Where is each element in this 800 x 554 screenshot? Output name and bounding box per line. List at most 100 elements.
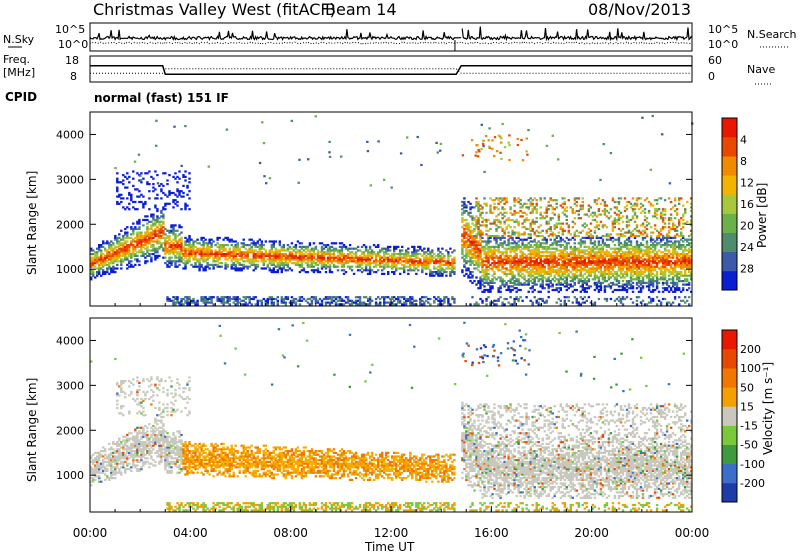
power-cell (272, 258, 276, 261)
power-cell (463, 227, 466, 231)
power-cell (519, 249, 522, 252)
power-cell (487, 253, 490, 256)
power-cell (138, 260, 141, 263)
power-cell (242, 296, 245, 299)
power-cell (527, 253, 530, 256)
power-cell (443, 254, 446, 257)
power-cell (266, 263, 270, 266)
power-cell (445, 260, 448, 263)
power-cell (583, 296, 587, 299)
power-cell (421, 263, 424, 266)
power-cell (308, 263, 312, 266)
power-cell (607, 274, 611, 277)
power-cell (300, 256, 304, 259)
power-cell (393, 303, 396, 306)
power-cell (146, 233, 149, 236)
power-cell (246, 256, 249, 259)
power-cell (533, 272, 536, 275)
power-cell (573, 296, 577, 299)
power-cell (619, 267, 623, 270)
power-cell (338, 299, 342, 302)
power-cell (252, 262, 255, 265)
power-cell (379, 258, 382, 261)
power-cell (395, 267, 398, 270)
power-cell (106, 271, 109, 274)
power-cell (280, 256, 284, 259)
power-cell (549, 226, 552, 229)
power-cell (605, 263, 609, 266)
power-cell (296, 260, 300, 263)
power-cell (120, 267, 123, 270)
power-cell (481, 240, 484, 243)
power-cell (124, 233, 127, 236)
power-cell (421, 254, 424, 257)
power-cell (481, 236, 484, 239)
power-cell (302, 253, 306, 256)
power-cell (431, 272, 434, 275)
power-cell (258, 244, 262, 247)
power-cell (509, 258, 512, 261)
power-cell (409, 267, 412, 270)
power-cell (621, 297, 625, 301)
power-cell (507, 240, 510, 243)
power-cell (611, 258, 615, 261)
power-cell (511, 249, 514, 252)
power-cell (475, 256, 478, 259)
power-cell (461, 253, 464, 256)
power-cell (182, 195, 185, 198)
power-cell (581, 236, 585, 239)
power-cell (467, 233, 470, 236)
power-cell (152, 244, 155, 247)
power-cell (174, 202, 177, 205)
power-cell (569, 206, 573, 209)
power-cell (483, 278, 486, 281)
power-cell (114, 267, 117, 270)
power-cell (417, 269, 420, 272)
power-cell (497, 276, 500, 279)
power-cell (511, 276, 514, 279)
power-cell (393, 262, 396, 265)
power-cell (545, 260, 548, 263)
power-cell (589, 236, 593, 239)
power-cell (354, 262, 358, 265)
power-cell (491, 253, 494, 256)
power-cell (346, 301, 350, 304)
power-cell (98, 256, 101, 259)
power-cell (635, 260, 639, 263)
power-cell (575, 288, 579, 292)
power-cell (543, 258, 546, 261)
power-cell (497, 247, 500, 250)
power-cell (487, 265, 490, 268)
power-cell (180, 240, 183, 243)
power-cell (631, 290, 635, 293)
power-cell (625, 262, 629, 265)
power-cell (186, 244, 189, 247)
power-cell (174, 249, 177, 252)
power-cell (543, 238, 546, 241)
power-cell (423, 251, 426, 254)
power-cell (208, 256, 211, 259)
power-cell (465, 206, 468, 209)
power-cell (244, 251, 247, 254)
power-cell (433, 260, 436, 263)
power-cell (140, 244, 143, 247)
power-cell (607, 235, 611, 238)
power-cell (312, 269, 316, 272)
power-cell (573, 283, 577, 286)
power-cell (523, 233, 526, 236)
power-cell (561, 229, 565, 232)
power-cell (539, 267, 542, 270)
power-cell (603, 204, 607, 207)
power-cell (399, 262, 402, 265)
power-cell (517, 263, 520, 266)
power-cell (557, 274, 561, 277)
power-cell (471, 222, 474, 225)
power-cell (100, 260, 103, 263)
power-cell (635, 272, 639, 275)
power-cell (547, 285, 550, 288)
power-cell (411, 253, 414, 256)
power-cell (318, 297, 322, 301)
power-cell (328, 269, 332, 272)
power-cell (637, 267, 641, 270)
power-cell (112, 260, 115, 263)
